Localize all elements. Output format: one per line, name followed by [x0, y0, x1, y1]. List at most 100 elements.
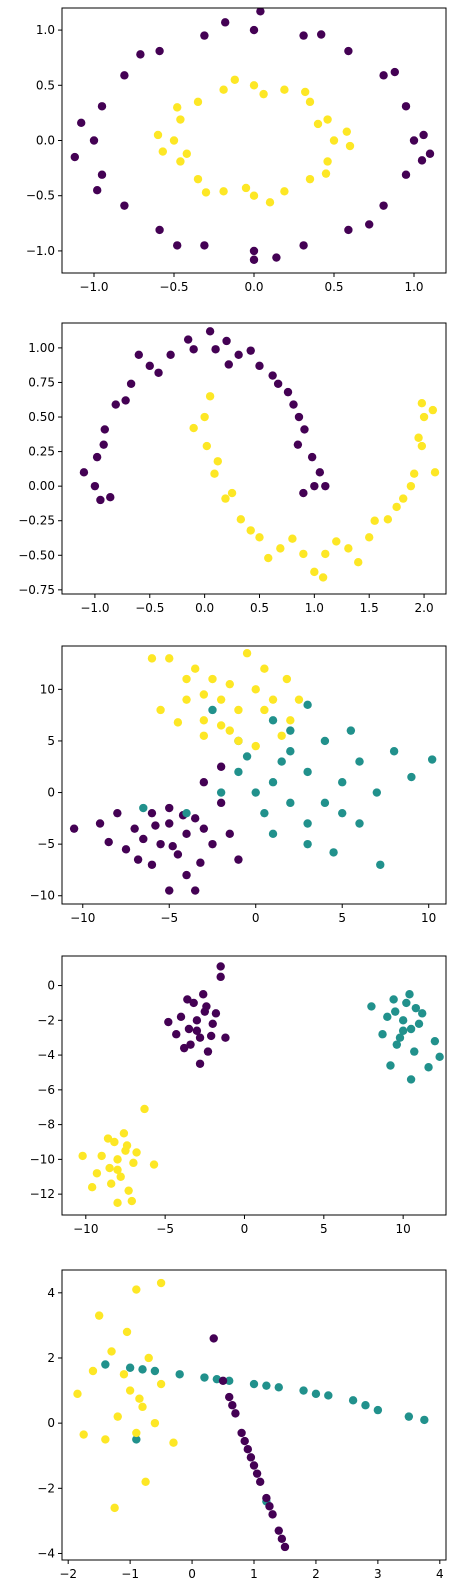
data-point [182, 149, 191, 158]
data-point [132, 1435, 141, 1444]
data-point [411, 1003, 421, 1013]
data-point [183, 335, 193, 344]
data-point [219, 85, 228, 94]
data-point [126, 379, 136, 389]
data-point [132, 1428, 141, 1438]
data-point [260, 808, 269, 818]
data-point [435, 1052, 444, 1062]
y-tick-label: −4 [37, 1048, 55, 1062]
y-tick-label: −0.5 [26, 189, 55, 203]
x-tick-label: 0 [241, 1222, 249, 1236]
data-point [199, 990, 208, 999]
data-point [320, 736, 330, 746]
y-tick-label: 0.0 [36, 134, 55, 148]
data-point [199, 824, 209, 833]
data-point [195, 1033, 205, 1042]
data-point [395, 1033, 405, 1042]
data-point [277, 1534, 287, 1544]
data-point [383, 1012, 392, 1022]
data-point [289, 400, 298, 409]
y-tick-label: 0.5 [36, 78, 55, 92]
data-point [305, 174, 315, 184]
data-point [190, 664, 200, 673]
x-tick-label: −5 [160, 911, 178, 925]
data-point [367, 1002, 376, 1011]
data-point [125, 1386, 135, 1395]
data-point [165, 654, 174, 663]
data-point [216, 762, 226, 771]
data-point [129, 1158, 138, 1168]
data-point [189, 345, 198, 354]
data-point [389, 995, 398, 1004]
data-point [78, 1151, 87, 1161]
data-point [140, 1104, 149, 1114]
data-point [317, 30, 326, 39]
data-point [260, 664, 269, 673]
data-point [246, 526, 255, 535]
data-point [70, 152, 80, 162]
data-point [404, 1412, 414, 1421]
data-point [402, 998, 411, 1008]
data-point [242, 649, 252, 658]
x-tick-label: −0.5 [159, 280, 188, 294]
data-point [113, 1155, 122, 1164]
data-point [175, 1370, 184, 1379]
data-point [234, 855, 243, 864]
data-point [420, 1415, 429, 1425]
x-tick-label: 0 [252, 911, 260, 925]
data-point [251, 741, 260, 751]
data-point [169, 1438, 178, 1447]
x-tick-label: −10 [73, 1222, 98, 1236]
data-point [249, 255, 259, 264]
data-point [216, 962, 225, 971]
x-tick-label: −1.0 [80, 601, 109, 615]
data-point [216, 721, 226, 730]
data-point [172, 1030, 181, 1039]
data-point [150, 1418, 160, 1428]
data-point [211, 1009, 221, 1018]
data-point [113, 808, 122, 818]
points-layer [69, 649, 437, 895]
data-point [324, 1391, 333, 1400]
data-point [165, 886, 174, 895]
data-point [344, 46, 353, 56]
x-tick-label: −5 [156, 1222, 174, 1236]
data-point [313, 119, 323, 129]
x-tick-label: 1.5 [360, 601, 379, 615]
data-point [280, 85, 289, 94]
data-point [246, 1453, 256, 1462]
x-tick-label: 5 [338, 911, 346, 925]
data-point [116, 1172, 125, 1181]
data-point [224, 360, 233, 369]
x-tick-label: 4 [436, 1567, 444, 1581]
data-point [190, 814, 200, 823]
data-point [151, 821, 160, 830]
x-tick-label: −0.5 [135, 601, 164, 615]
data-point [243, 1445, 253, 1454]
y-tick-label: 0.50 [28, 410, 55, 424]
data-point [192, 1016, 202, 1025]
data-point [132, 1285, 141, 1294]
data-point [348, 1396, 358, 1405]
y-tick-label: 0 [47, 979, 55, 993]
data-point [249, 25, 259, 35]
data-point [199, 778, 209, 787]
data-point [158, 147, 167, 156]
data-point [376, 860, 385, 869]
data-point [200, 412, 209, 422]
data-point [199, 731, 209, 740]
data-point [321, 481, 330, 491]
y-tick-label: −8 [37, 1118, 55, 1132]
data-point [386, 1061, 395, 1070]
data-point [249, 191, 259, 200]
data-point [383, 515, 393, 524]
data-point [97, 170, 107, 179]
y-tick-label: 0 [47, 786, 55, 800]
data-point [225, 679, 234, 689]
data-point [136, 50, 145, 59]
data-point [391, 1007, 400, 1016]
data-point [246, 346, 255, 355]
data-point [379, 201, 388, 210]
data-point [93, 185, 102, 195]
